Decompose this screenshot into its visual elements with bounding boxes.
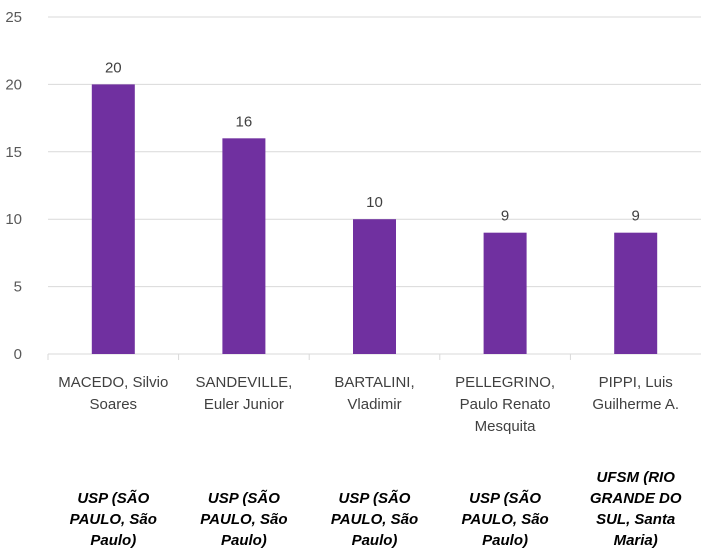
bar (614, 232, 658, 354)
institution-label: Maria) (614, 532, 658, 549)
institution-label: PAULO, São (70, 511, 157, 528)
category-label: Paulo Renato (460, 396, 551, 413)
category-label: PIPPI, Luis (599, 374, 673, 391)
institution-label: USP (SÃO (208, 489, 280, 507)
institution-label: PAULO, São (331, 511, 418, 528)
category-label: BARTALINI, (334, 374, 414, 391)
y-tick-label: 25 (5, 9, 22, 26)
y-tick-label: 20 (5, 76, 22, 93)
bar (483, 232, 527, 354)
category-label: Mesquita (475, 418, 537, 435)
bar (353, 219, 396, 354)
institution-label: Paulo) (221, 532, 267, 549)
category-label: Vladimir (347, 396, 401, 413)
y-tick-label: 10 (5, 211, 22, 228)
category-label: SANDEVILLE, (196, 374, 293, 391)
data-label: 10 (366, 194, 383, 211)
institution-label: GRANDE DO (590, 490, 682, 507)
category-label: MACEDO, Silvio (58, 374, 168, 391)
y-tick-label: 15 (5, 144, 22, 161)
institution-label: SUL, Santa (596, 511, 675, 528)
category-label: PELLEGRINO, (455, 374, 555, 391)
data-label: 9 (501, 208, 509, 225)
y-tick-label: 0 (14, 346, 22, 363)
institution-label: Paulo) (352, 532, 398, 549)
institution-label: PAULO, São (200, 511, 287, 528)
bar (91, 84, 135, 355)
category-label: Soares (90, 396, 138, 413)
institution-label: Paulo) (90, 532, 136, 549)
institution-label: USP (SÃO (339, 489, 411, 507)
category-label: Euler Junior (204, 396, 284, 413)
institution-label: Paulo) (482, 532, 528, 549)
institution-label: PAULO, São (461, 511, 548, 528)
institution-label: USP (SÃO (77, 489, 149, 507)
institution-label: USP (SÃO (469, 489, 541, 507)
data-label: 16 (236, 113, 253, 130)
y-tick-label: 5 (14, 279, 22, 296)
data-label: 20 (105, 59, 122, 76)
category-label: Guilherme A. (592, 396, 679, 413)
data-label: 9 (632, 208, 640, 225)
bar (222, 138, 266, 354)
institution-label: UFSM (RIO (597, 469, 676, 486)
